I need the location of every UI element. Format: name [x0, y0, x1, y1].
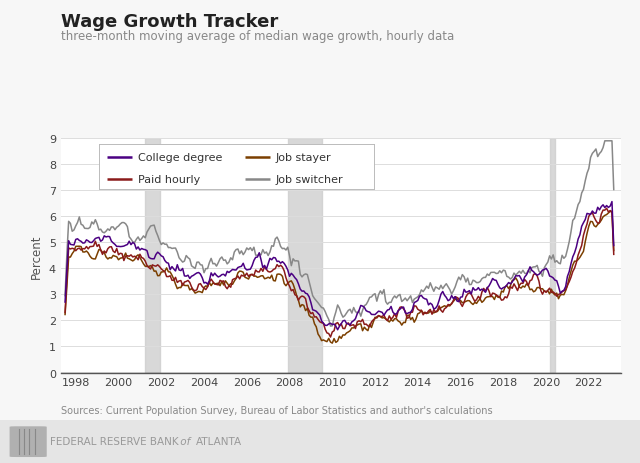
- FancyBboxPatch shape: [10, 426, 47, 457]
- Text: Job stayer: Job stayer: [275, 152, 331, 162]
- Text: of: of: [177, 436, 193, 446]
- Text: ATLANTA: ATLANTA: [196, 436, 242, 446]
- Text: FEDERAL RESERVE BANK: FEDERAL RESERVE BANK: [50, 436, 179, 446]
- Text: Sources: Current Population Survey, Bureau of Labor Statistics and author's calc: Sources: Current Population Survey, Bure…: [61, 405, 492, 415]
- Text: three-month moving average of median wage growth, hourly data: three-month moving average of median wag…: [61, 30, 454, 43]
- Bar: [288, 139, 321, 373]
- Bar: [550, 139, 555, 373]
- Text: Paid hourly: Paid hourly: [138, 175, 200, 185]
- Text: College degree: College degree: [138, 152, 222, 162]
- Bar: [145, 139, 159, 373]
- Y-axis label: Percent: Percent: [30, 234, 44, 278]
- Text: Job switcher: Job switcher: [275, 175, 343, 185]
- Text: Wage Growth Tracker: Wage Growth Tracker: [61, 13, 278, 31]
